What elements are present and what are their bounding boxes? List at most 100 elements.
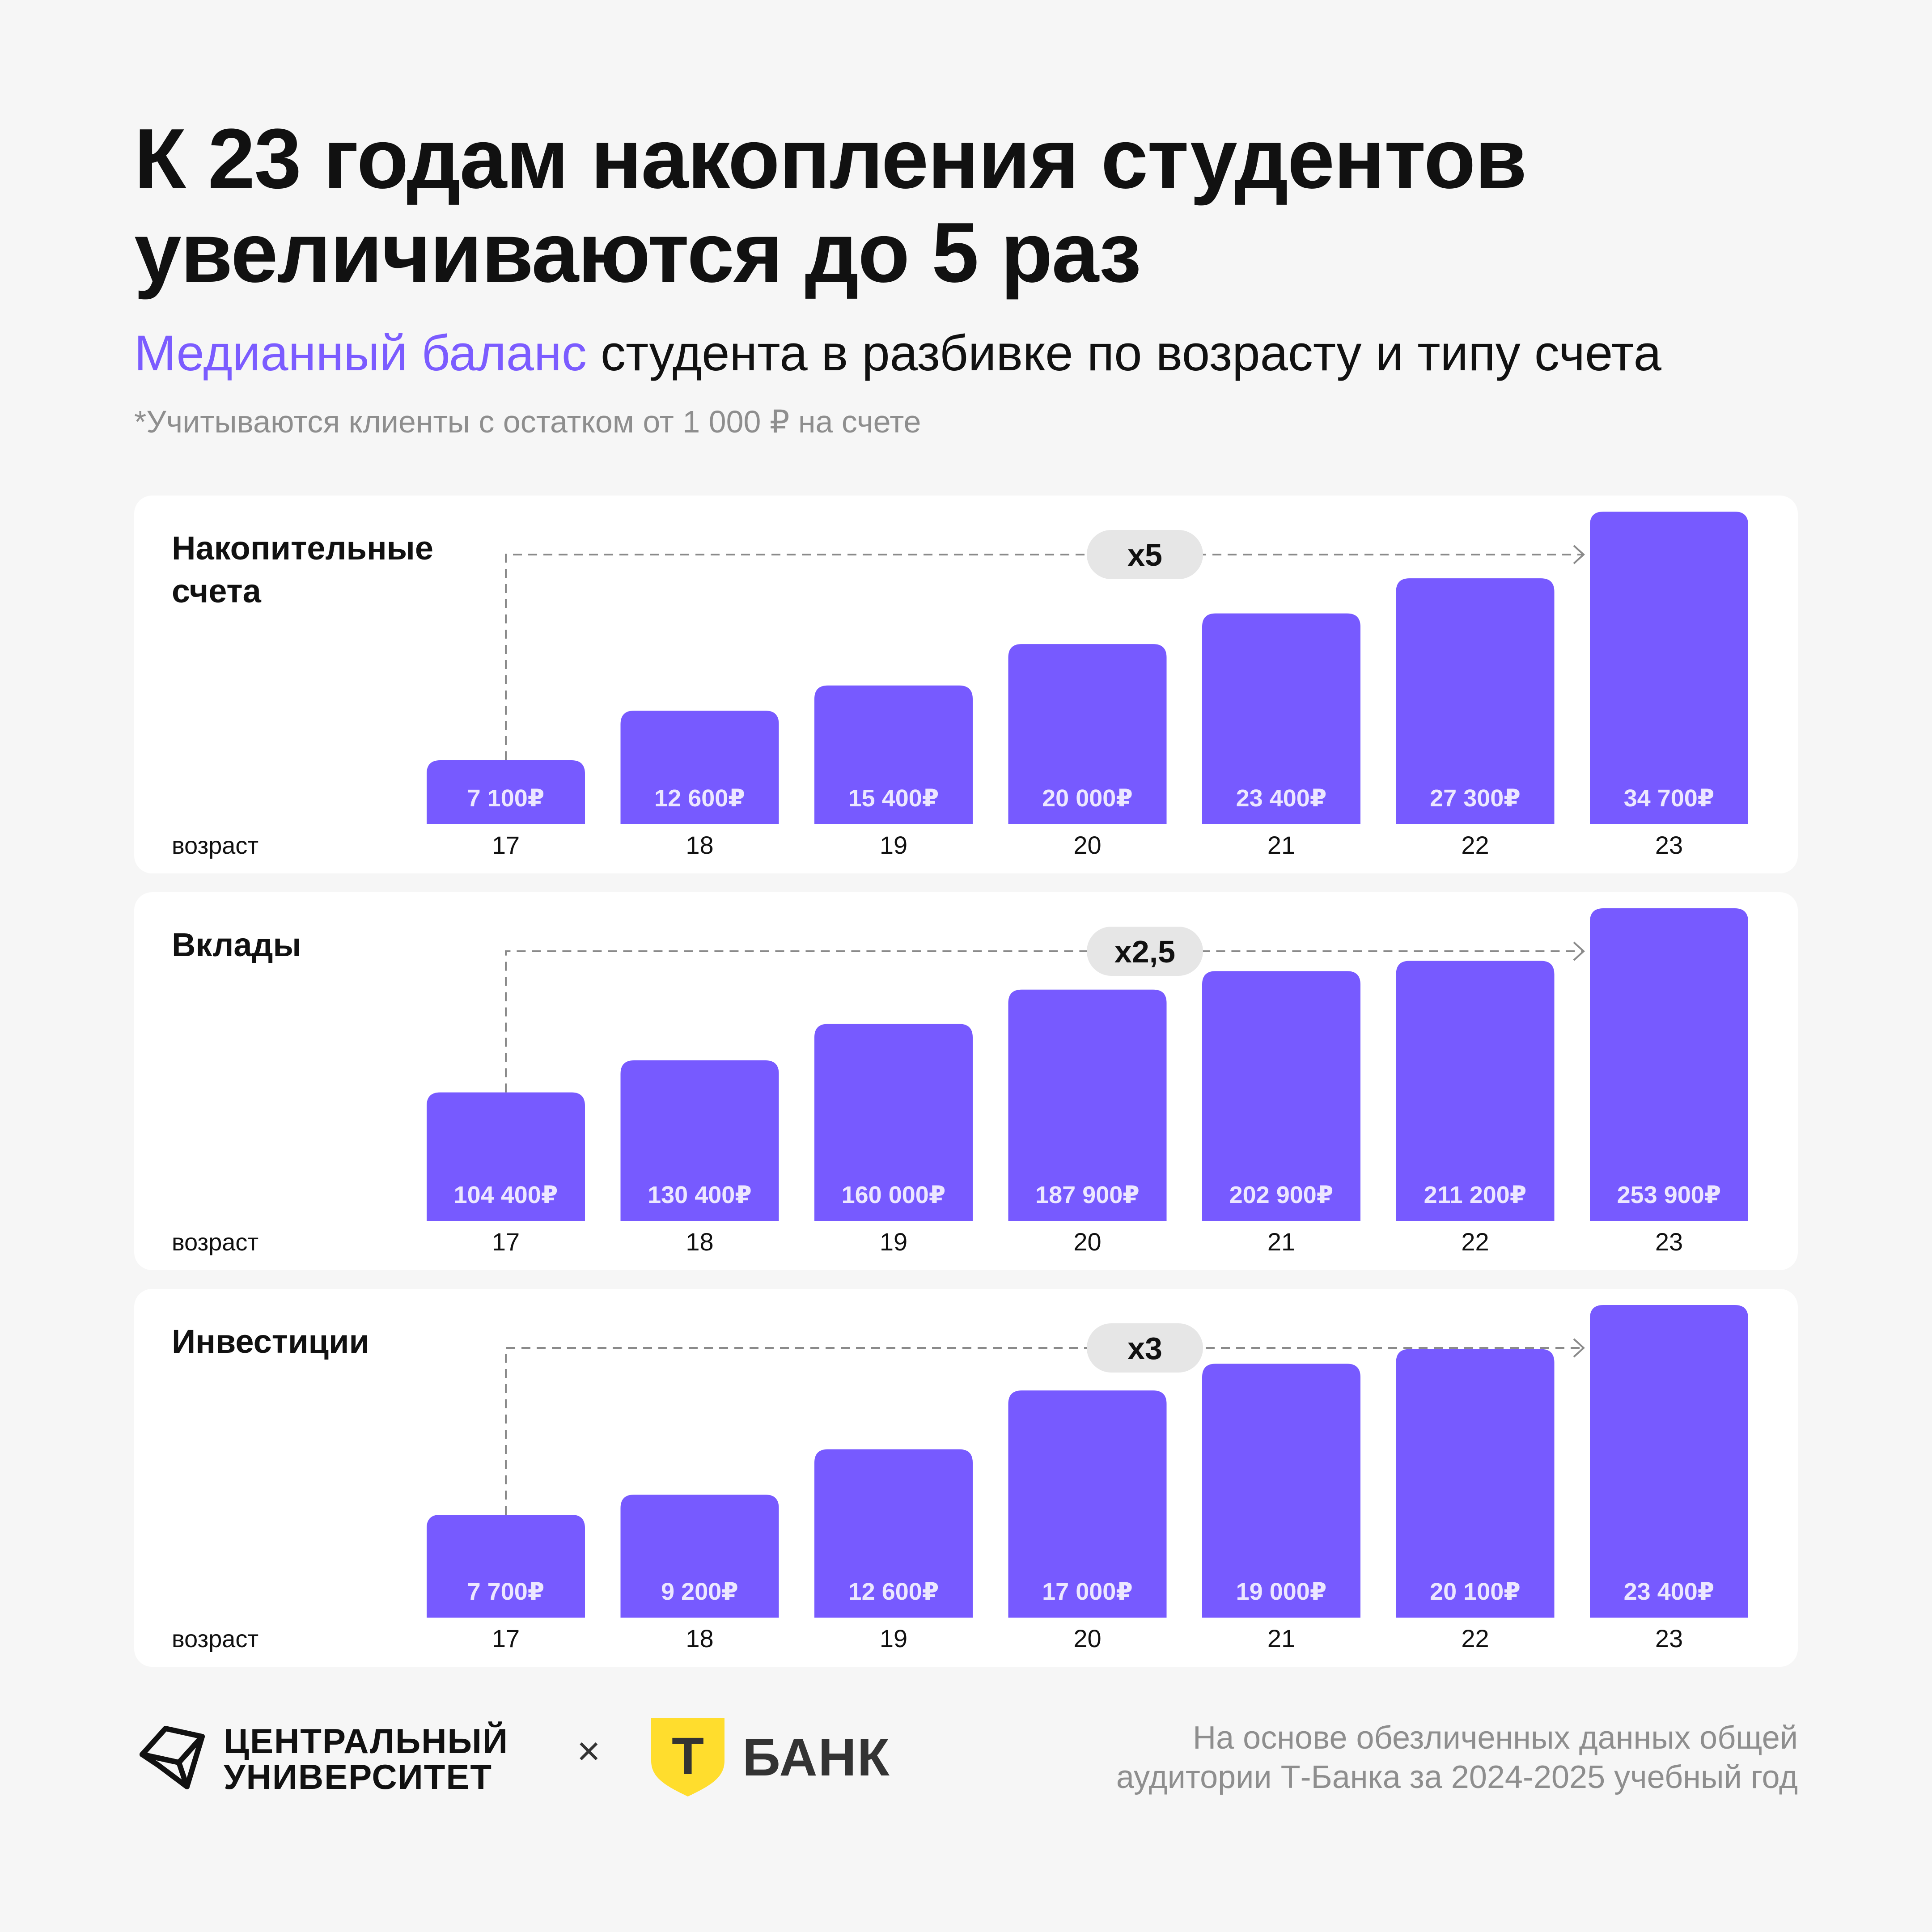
x-axis-title: возраст [172,832,258,859]
x-tick-label: 23 [1655,1624,1683,1652]
arrow-right-icon [1573,1338,1585,1358]
bar-age-17 [427,1514,585,1618]
x-tick-label: 18 [686,831,713,859]
bar-value-label: 130 400₽ [648,1182,752,1208]
panel-deposits: Вклады 104 400₽ 17 130 400₽ 18 160 000₽ 19 187… [134,892,1798,1270]
bar-age-22 [1396,961,1555,1221]
x-axis-title: возраст [172,1626,258,1652]
bar-age-21 [1202,971,1360,1221]
bar-age-19 [814,1024,973,1221]
x-axis-title: возраст [172,1229,258,1256]
bar-age-22 [1396,578,1555,824]
bar-age-21 [1202,1364,1360,1618]
t-bank-shield-icon: Т [651,1718,724,1796]
page-title: К 23 годам накопления студентов увеличив… [134,111,1527,300]
growth-guide-line [505,554,1584,760]
bar-age-22 [1396,1349,1555,1618]
bar-value-label: 7 700₽ [467,1578,545,1605]
bar-value-label: 17 000₽ [1042,1578,1133,1605]
x-tick-label: 17 [492,831,520,859]
x-tick-label: 19 [880,1228,907,1256]
x-tick-label: 20 [1073,1228,1101,1256]
multiplier-badge [1087,1323,1203,1373]
multiplier-badge-label: x3 [1127,1331,1162,1366]
panel-savings: Накопительные счета 7 100₽ 17 12 600₽ 18 15 … [134,496,1798,873]
bar-age-23 [1590,908,1748,1221]
bar-age-20 [1008,989,1167,1221]
central-university-name: ЦЕНТРАЛЬНЫЙ УНИВЕРСИТЕТ [224,1723,508,1795]
partner-logos: ЦЕНТРАЛЬНЫЙ УНИВЕРСИТЕТ × Т БАНК [134,1715,939,1805]
bar-age-18 [620,1495,779,1618]
bar-value-label: 104 400₽ [454,1182,558,1208]
x-tick-label: 18 [686,1624,713,1652]
bar-value-label: 19 000₽ [1236,1578,1327,1605]
arrow-right-icon [1573,941,1585,961]
bar-age-18 [620,711,779,824]
bar-age-19 [814,1449,973,1618]
bar-value-label: 20 100₽ [1430,1578,1521,1605]
source-line-2: аудитории Т-Банка за 2024-2025 учебный г… [1116,1759,1798,1795]
university-line-1: ЦЕНТРАЛЬНЫЙ [224,1721,508,1761]
central-university-logo-icon [140,1726,205,1789]
bar-age-19 [814,685,973,824]
x-tick-label: 19 [880,831,907,859]
bar-value-label: 27 300₽ [1430,785,1521,812]
bar-value-label: 187 900₽ [1035,1182,1140,1208]
x-tick-label: 17 [492,1228,520,1256]
multiplier-badge-label: x2,5 [1114,934,1175,969]
x-tick-label: 19 [880,1624,907,1652]
bar-value-label: 15 400₽ [848,785,939,812]
panel-title-deposits: Вклады [172,926,301,963]
x-tick-label: 20 [1073,831,1101,859]
bar-value-label: 23 400₽ [1624,1578,1715,1605]
chart-savings: 7 100₽ 17 12 600₽ 18 15 400₽ 19 20 000₽ 20 23 40… [172,512,1748,859]
bar-value-label: 12 600₽ [848,1578,939,1605]
bar-age-18 [620,1060,779,1221]
bar-age-23 [1590,512,1748,824]
x-tick-label: 22 [1461,1228,1489,1256]
source-line-1: На основе обезличенных данных общей [1193,1720,1798,1756]
x-tick-label: 21 [1267,1624,1295,1652]
growth-guide-line [505,950,1584,1093]
page-subtitle: Медианный баланс студента в разбивке по … [134,322,1834,385]
bar-value-label: 202 900₽ [1229,1182,1334,1208]
bar-age-20 [1008,1390,1167,1618]
multiplier-badge-label: x5 [1127,538,1162,572]
bar-age-21 [1202,613,1360,824]
multiplier-badge [1087,530,1203,579]
bar-age-20 [1008,644,1167,824]
data-source-note: На основе обезличенных данных общей ауди… [1038,1718,1798,1797]
bar-value-label: 12 600₽ [654,785,745,812]
x-tick-label: 21 [1267,831,1295,859]
t-bank-name: БАНК [742,1728,890,1787]
x-tick-label: 21 [1267,1228,1295,1256]
x-tick-label: 22 [1461,1624,1489,1652]
university-line-2: УНИВЕРСИТЕТ [224,1757,493,1796]
bar-value-label: 253 900₽ [1617,1182,1721,1208]
arrow-right-icon [1573,545,1585,564]
subtitle-rest: студента в разбивке по возрасту и типу с… [586,325,1661,381]
x-tick-label: 20 [1073,1624,1101,1652]
growth-guide-line [505,1347,1584,1515]
panel-title-investments: Инвестиции [172,1323,369,1360]
cross-sign: × [577,1729,601,1774]
bar-value-label: 9 200₽ [661,1578,738,1605]
footnote: *Учитываются клиенты с остатком от 1 000… [134,404,921,439]
bar-value-label: 7 100₽ [467,785,545,812]
bar-value-label: 23 400₽ [1236,785,1327,812]
x-tick-label: 22 [1461,831,1489,859]
x-tick-label: 23 [1655,1228,1683,1256]
x-tick-label: 17 [492,1624,520,1652]
bank-letter: Т [672,1727,704,1786]
bar-age-23 [1590,1305,1748,1618]
panel-investments: Инвестиции 7 700₽ 17 9 200₽ 18 12 600₽ 19 17 0… [134,1289,1798,1667]
subtitle-accent: Медианный баланс [134,325,587,381]
chart-investments: 7 700₽ 17 9 200₽ 18 12 600₽ 19 17 000₽ 20 19 000… [172,1305,1748,1652]
chart-deposits: 104 400₽ 17 130 400₽ 18 160 000₽ 19 187 900₽ 20… [172,908,1748,1256]
bar-age-17 [427,1092,585,1221]
bar-value-label: 34 700₽ [1624,785,1715,812]
bar-value-label: 160 000₽ [842,1182,946,1208]
bar-age-17 [427,760,585,824]
bar-value-label: 211 200₽ [1424,1182,1527,1208]
